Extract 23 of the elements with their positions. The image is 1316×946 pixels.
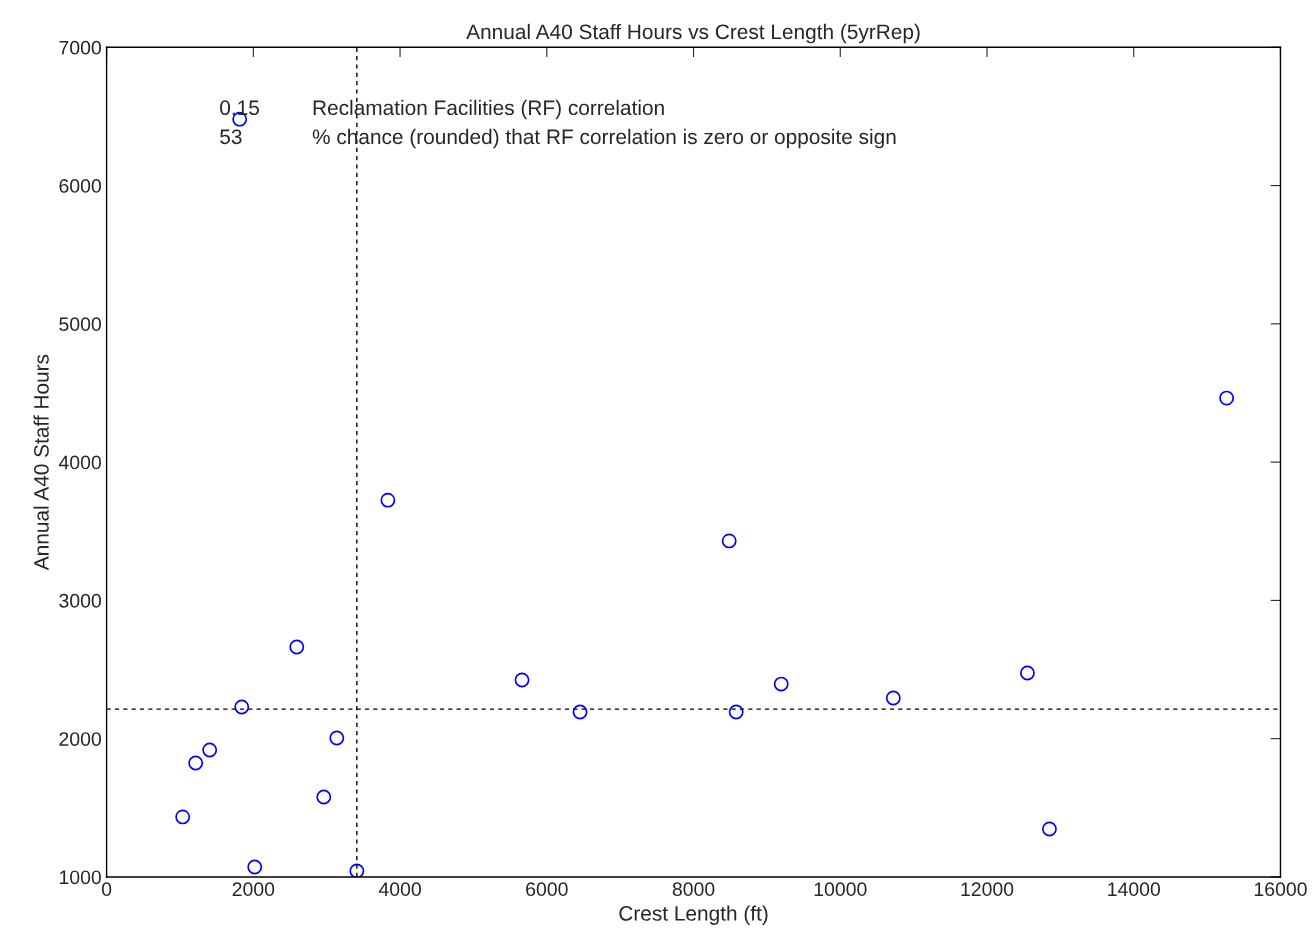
y-tick-label: 5000 <box>59 317 101 332</box>
y-tick-label: 6000 <box>59 179 101 193</box>
annotation: 53 <box>220 129 242 145</box>
annotation: 0.15 <box>220 100 259 116</box>
x-tick-label: 14000 <box>1108 882 1161 897</box>
x-tick-label: 6000 <box>526 882 568 897</box>
x-tick-label: 16000 <box>1254 882 1307 897</box>
y-tick-label: 3000 <box>59 593 101 608</box>
x-tick-label: 12000 <box>961 882 1014 897</box>
x-tick-label: 10000 <box>814 882 867 897</box>
x-tick-label: 4000 <box>378 882 421 897</box>
y-tick-label: 7000 <box>59 40 101 55</box>
y-tick-label: 4000 <box>58 455 101 470</box>
x-tick-label: 0 <box>101 882 112 897</box>
y-tick-label: 1000 <box>59 870 101 885</box>
x-axis-title: Crest Length (ft) <box>619 905 768 925</box>
x-tick-label: 8000 <box>672 882 715 897</box>
annotation: Reclamation Facilities (RF) correlation <box>313 99 664 120</box>
annotation: % chance (rounded) that RF correlation is zero or opposite sign <box>312 128 896 149</box>
y-axis-title: Annual A40 Staff Hours <box>33 354 49 571</box>
y-tick-label: 2000 <box>59 732 101 746</box>
chart-title: Annual A40 Staff Hours vs Crest Length (5yrRep) <box>466 23 920 44</box>
x-tick-label: 2000 <box>232 882 275 897</box>
